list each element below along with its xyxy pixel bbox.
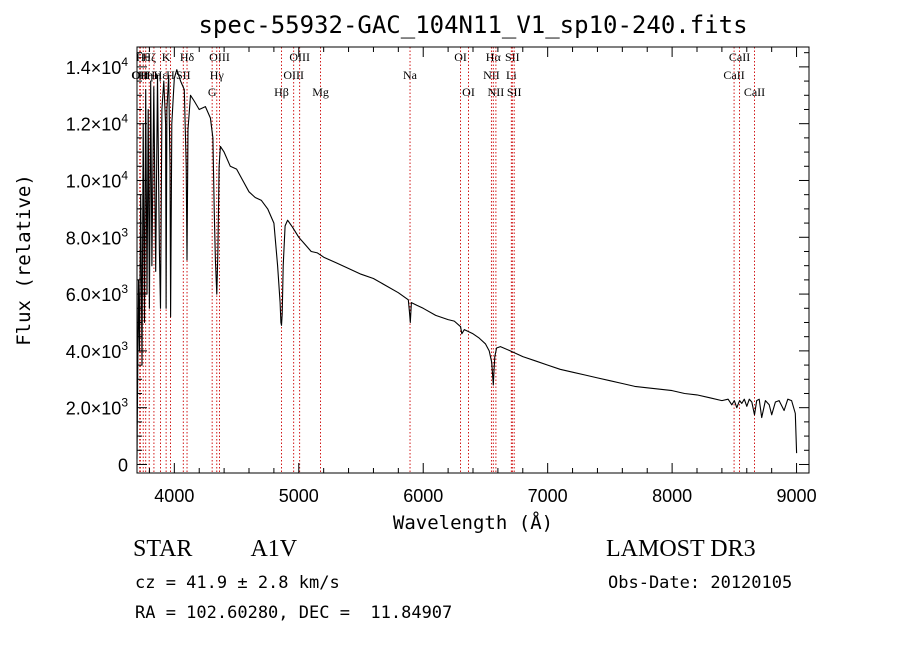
spectral-line-label: Hδ — [180, 50, 195, 64]
coordinates-readout: RA = 102.60280, DEC = 11.84907 — [135, 603, 453, 623]
y-tick-label: 1.4×104 — [66, 55, 129, 78]
spectral-line-label: SII — [505, 50, 520, 64]
spectral-line-label: H — [166, 68, 175, 82]
spectral-line-label: OI — [462, 85, 475, 99]
y-tick-label: 2.0×103 — [66, 396, 129, 419]
chart-title: spec-55932-GAC_104N11_V1_sp10-240.fits — [198, 11, 747, 39]
spectral-line-label: SII — [507, 85, 522, 99]
object-class: STAR A1V — [133, 536, 297, 563]
spectral-line-label: Hζ — [142, 50, 156, 64]
survey-name: LAMOST DR3 — [606, 536, 756, 562]
x-tick-label: 5000 — [279, 486, 319, 506]
spectral-line-label: CaII — [723, 68, 744, 82]
x-tick-label: 4000 — [154, 486, 194, 506]
y-tick-label: 0 — [118, 455, 128, 475]
y-tick-label: 6.0×103 — [66, 282, 129, 305]
spectral-line-label: G — [208, 85, 217, 99]
x-axis-label: Wavelength (Å) — [393, 511, 553, 534]
spectral-line-label: OIII — [283, 68, 304, 82]
spectral-line-label: Hγ — [210, 68, 225, 82]
x-tick-label: 9000 — [777, 486, 817, 506]
spectral-line-label: OIII — [209, 50, 230, 64]
spectral-line-label: Hα — [486, 50, 502, 64]
spectral-line-label: K — [162, 50, 171, 64]
spectral-line-label: CaII — [729, 50, 750, 64]
spectrum-line — [136, 69, 798, 459]
spectral-line-label: NII — [483, 68, 500, 82]
x-tick-label: 8000 — [652, 486, 692, 506]
y-tick-label: 1.0×104 — [66, 168, 129, 191]
spectral-line-label: Li — [506, 68, 517, 82]
spectral-line-label: Na — [403, 68, 418, 82]
object-class-label: STAR — [133, 536, 193, 562]
object-subclass: A1V — [250, 536, 298, 562]
observation-date: Obs-Date: 20120105 — [608, 573, 793, 593]
spectral-line-label: Mg — [312, 85, 329, 99]
y-axis-label: Flux (relative) — [13, 174, 35, 346]
redshift-readout: cz = 41.9 ± 2.8 km/s — [135, 573, 340, 593]
spectral-line-label: OIII — [289, 50, 310, 64]
x-tick-label: 6000 — [403, 486, 443, 506]
y-tick-label: 4.0×103 — [66, 339, 129, 362]
spectral-line-label: Hθ — [136, 50, 151, 64]
spectral-line-label: Hβ — [274, 85, 289, 99]
spectral-line-label: OI — [454, 50, 467, 64]
plot-frame — [136, 46, 810, 474]
spectral-line-label: OII — [132, 68, 149, 82]
spectral-line-label: OII — [131, 68, 148, 82]
x-tick-label: 7000 — [528, 486, 568, 506]
spectral-line-label: CaII — [744, 85, 765, 99]
spectral-line-label: NII — [488, 85, 505, 99]
y-tick-label: 1.2×104 — [66, 112, 129, 135]
y-tick-label: 8.0×103 — [66, 225, 129, 248]
